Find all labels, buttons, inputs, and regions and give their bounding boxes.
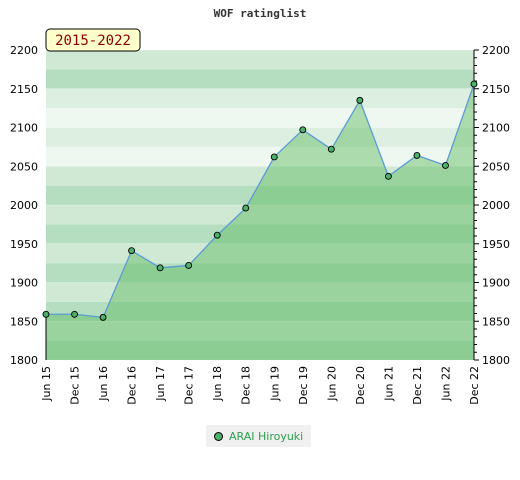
background-band	[46, 321, 474, 341]
background-band	[46, 50, 474, 70]
background-band	[46, 301, 474, 322]
background-band	[46, 243, 474, 264]
y-tick-label-right: 2150	[482, 83, 510, 96]
x-tick-label: Dec 17	[183, 366, 196, 405]
data-point	[156, 264, 164, 272]
data-point	[270, 153, 278, 161]
y-tick-label-right: 1950	[482, 238, 510, 251]
x-tick-label: Dec 18	[240, 366, 253, 405]
x-tick-label: Dec 16	[126, 366, 139, 405]
left-y-axis: 1800 1850 1900 1950 2000 2050 2100 2150 2200	[10, 44, 47, 367]
y-tick-label-right: 2200	[482, 44, 510, 57]
y-tick-label: 2000	[10, 199, 38, 212]
background-band	[46, 88, 474, 109]
background-band	[46, 224, 474, 244]
background-band	[46, 69, 474, 89]
data-point	[413, 151, 421, 159]
x-tick-label: Jun 15	[40, 366, 53, 402]
x-tick-label: Dec 15	[69, 366, 82, 405]
y-tick-label: 2100	[10, 122, 38, 135]
background-band	[46, 340, 474, 360]
data-point	[299, 126, 307, 134]
background-band	[46, 282, 474, 302]
area-layer	[46, 83, 475, 360]
right-y-axis: 1800 1850 1900 1950 2000 2050 2100 2150 2200	[473, 44, 510, 367]
x-tick-label: Jun 20	[325, 366, 338, 402]
data-point	[99, 313, 107, 321]
data-point	[470, 80, 478, 88]
background-band	[46, 127, 474, 147]
y-tick-label: 1800	[10, 354, 38, 367]
x-tick-label: Dec 19	[297, 366, 310, 405]
x-tick-label: Dec 21	[411, 366, 424, 405]
data-point	[42, 310, 50, 318]
data-point	[356, 96, 364, 104]
y-tick-label: 2150	[10, 83, 38, 96]
y-tick-label: 1950	[10, 238, 38, 251]
y-tick-label-right: 1850	[482, 315, 510, 328]
legend-label: ARAI Hiroyuki	[229, 429, 304, 443]
x-tick-label: Jun 22	[439, 366, 452, 402]
y-tick-label-right: 2050	[482, 160, 510, 173]
data-point	[71, 310, 78, 318]
data-point	[384, 172, 392, 180]
background-bands	[46, 50, 474, 360]
background-band	[46, 205, 474, 225]
x-tick-label: Jun 18	[211, 366, 224, 402]
data-point	[442, 162, 449, 169]
data-point	[242, 204, 250, 212]
y-tick-label: 2200	[10, 44, 38, 57]
x-tick-label: Jun 17	[154, 366, 167, 402]
chart-title: WOF ratinglist	[214, 7, 307, 20]
background-band	[46, 185, 474, 205]
x-tick-label: Dec 22	[468, 366, 481, 405]
y-tick-label-right: 2000	[482, 199, 510, 212]
data-points	[42, 80, 478, 321]
y-tick-label: 1900	[10, 277, 38, 290]
legend: ARAI Hiroyuki	[206, 425, 312, 447]
data-point	[213, 231, 221, 239]
y-tick-label-right: 1800	[482, 354, 510, 367]
y-tick-label: 1850	[10, 315, 38, 328]
data-point	[185, 262, 193, 269]
x-tick-label: Dec 20	[354, 366, 367, 405]
data-point	[327, 145, 335, 153]
y-tick-label-right: 1900	[482, 277, 510, 290]
data-point	[128, 247, 136, 255]
period-badge-label: 2015-2022	[55, 33, 131, 49]
y-tick-label-right: 2100	[482, 122, 510, 135]
y-tick-label: 2050	[10, 160, 38, 173]
background-band	[46, 146, 474, 167]
background-band	[46, 263, 474, 283]
x-tick-label: Jun 21	[382, 366, 395, 402]
x-tick-label: Jun 19	[268, 366, 281, 402]
legend-marker-icon	[214, 431, 223, 441]
series-area	[46, 84, 474, 360]
series-line	[46, 83, 475, 319]
background-band	[46, 166, 474, 186]
x-tick-label: Jun 16	[97, 366, 110, 402]
background-band	[46, 108, 474, 128]
x-axis: Jun 15 Dec 15 Jun 16 Dec 16 Jun 17 Dec 17 Jun …	[40, 366, 481, 405]
period-badge: 2015-2022	[45, 28, 141, 52]
